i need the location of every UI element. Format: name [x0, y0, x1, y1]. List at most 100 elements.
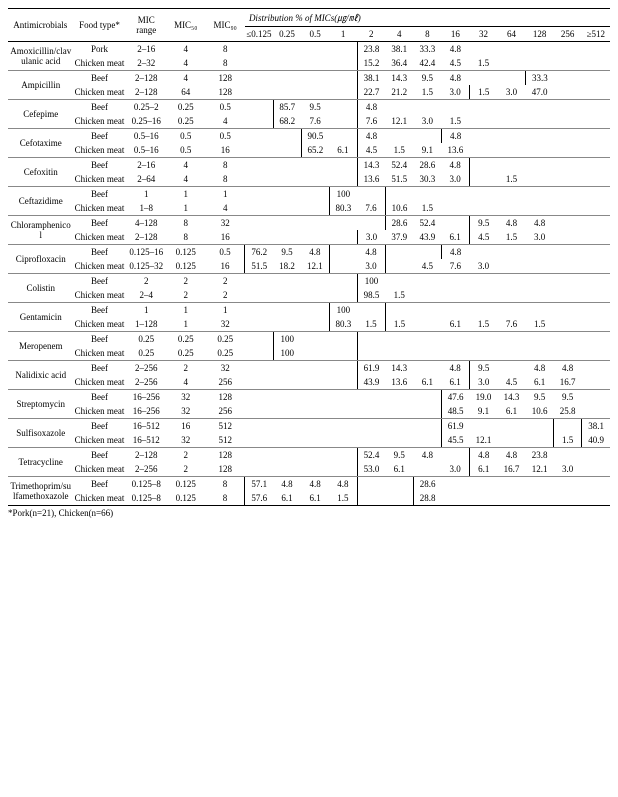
dist-cell [245, 346, 273, 361]
dist-cell [245, 85, 273, 100]
dist-cell [582, 56, 610, 71]
dist-cell [329, 433, 357, 448]
dist-cell [554, 317, 582, 332]
dist-cell [329, 346, 357, 361]
table-row: SulfisoxazoleBeef16–5121651261.938.1 [8, 419, 610, 434]
cell-range: 2–4 [126, 288, 165, 303]
dist-cell [329, 375, 357, 390]
cell-food: Chicken meat [72, 317, 126, 332]
dist-cell [582, 230, 610, 245]
dist-cell [385, 491, 413, 506]
dist-cell [329, 419, 357, 434]
dist-cell: 9.5 [273, 245, 301, 260]
dist-cell: 15.2 [357, 56, 385, 71]
dist-cell [469, 143, 497, 158]
dist-cell: 6.1 [526, 375, 554, 390]
dist-cell [273, 187, 301, 202]
dist-cell: 4.8 [441, 245, 469, 260]
dist-cell [301, 317, 329, 332]
dist-cell [554, 274, 582, 289]
dist-cell [526, 158, 554, 173]
dist-cell [498, 419, 526, 434]
dist-cell [273, 303, 301, 318]
dist-cell [245, 230, 273, 245]
cell-food: Beef [72, 419, 126, 434]
dist-cell [301, 201, 329, 216]
dist-cell: 4.8 [498, 216, 526, 231]
dist-cell: 100 [273, 332, 301, 347]
dist-cell: 9.5 [526, 390, 554, 405]
cell-m90: 2 [205, 288, 244, 303]
dist-cell: 4.5 [469, 230, 497, 245]
dist-cell [526, 332, 554, 347]
cell-m90: 1 [205, 303, 244, 318]
cell-m90: 256 [205, 404, 244, 419]
dist-cell: 1.5 [357, 317, 385, 332]
dist-cell [441, 201, 469, 216]
dist-cell [357, 187, 385, 202]
cell-food: Beef [72, 448, 126, 463]
dist-cell: 51.5 [245, 259, 273, 274]
dist-cell [554, 288, 582, 303]
dist-cell: 14.3 [385, 71, 413, 86]
cell-food: Chicken meat [72, 433, 126, 448]
cell-range: 16–256 [126, 404, 165, 419]
dist-cell [582, 317, 610, 332]
table-row: Trimethoprim/sulfamethoxazoleBeef0.125–8… [8, 477, 610, 492]
dist-cell [582, 187, 610, 202]
dist-cell: 9.5 [385, 448, 413, 463]
table-row: CiprofloxacinBeef0.125–160.1250.576.29.5… [8, 245, 610, 260]
dist-cell: 4.8 [329, 477, 357, 492]
table-row: Chicken meat0.25–160.25468.27.67.612.13.… [8, 114, 610, 129]
dist-cell: 3.0 [441, 462, 469, 477]
dist-cell [469, 346, 497, 361]
anti-name: Sulfisoxazole [8, 419, 72, 448]
dist-cell [413, 433, 441, 448]
table-row: Chicken meat0.125–80.125857.66.16.11.528… [8, 491, 610, 506]
dist-cell [582, 100, 610, 115]
cell-m50: 0.5 [166, 129, 205, 144]
dist-cell [526, 172, 554, 187]
dist-cell: 1.5 [469, 56, 497, 71]
footnote: *Pork(n=21), Chicken(n=66) [8, 506, 610, 518]
dist-cell [441, 491, 469, 506]
cell-food: Beef [72, 332, 126, 347]
cell-m90: 32 [205, 216, 244, 231]
dist-cell: 25.8 [554, 404, 582, 419]
cell-m90: 0.25 [205, 346, 244, 361]
dist-cell [357, 303, 385, 318]
table-row: CefoxitinBeef2–164814.352.428.64.8 [8, 158, 610, 173]
dist-cell: 9.1 [469, 404, 497, 419]
h-m90: MIC₉₀ [205, 9, 244, 42]
cell-food: Chicken meat [72, 288, 126, 303]
dist-cell [329, 274, 357, 289]
dist-cell: 61.9 [357, 361, 385, 376]
dist-cell [498, 56, 526, 71]
dist-cell: 12.1 [385, 114, 413, 129]
cell-range: 0.125–16 [126, 245, 165, 260]
dist-cell [526, 259, 554, 274]
dist-cell [469, 332, 497, 347]
anti-name: Cefoxitin [8, 158, 72, 187]
dist-cell: 10.6 [526, 404, 554, 419]
table-row: Amoxicillin/clavulanic acidPork2–164823.… [8, 42, 610, 57]
cell-m50: 0.25 [166, 346, 205, 361]
dist-cell [245, 462, 273, 477]
dist-cell [245, 332, 273, 347]
dist-cell [357, 404, 385, 419]
dist-cell [582, 491, 610, 506]
cell-food: Beef [72, 187, 126, 202]
dist-cell: 13.6 [385, 375, 413, 390]
dist-cell [357, 491, 385, 506]
dist-cell [582, 274, 610, 289]
dist-cell [554, 477, 582, 492]
dist-cell [413, 419, 441, 434]
dist-cell [301, 288, 329, 303]
cell-m50: 4 [166, 375, 205, 390]
dist-cell: 4.8 [526, 361, 554, 376]
cell-m90: 8 [205, 491, 244, 506]
dist-cell [498, 71, 526, 86]
dist-cell: 100 [329, 303, 357, 318]
dist-cell [526, 303, 554, 318]
cell-range: 1–8 [126, 201, 165, 216]
